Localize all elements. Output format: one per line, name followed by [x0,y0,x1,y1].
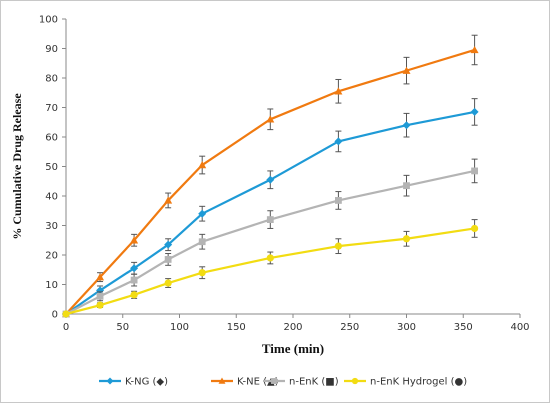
data-point [130,236,139,244]
data-point [403,182,410,190]
legend-item: K-NE (▲) [211,377,279,388]
legend-item: n-EnK Hydrogel (●) [344,377,467,388]
data-point [198,269,206,277]
data-point [164,196,173,204]
x-tick-label: 0 [63,322,69,333]
y-tick-label: 0 [52,310,58,321]
data-point [334,137,343,146]
data-point [266,115,275,123]
x-tick-labels: 0 50 100 150 200 250 300 350 400 [63,322,530,333]
legend: K-NG (◆) K-NE (▲) n-EnK (■) n-EnK Hydrogel … [99,377,467,388]
x-axis-title: Time (min) [262,341,324,356]
y-tick-label: 30 [45,221,58,232]
legend-marker [271,378,277,384]
legend-label: n-EnK Hydrogel (●) [370,377,467,388]
x-tick-label: 350 [454,322,473,333]
legend-label: K-NE (▲) [237,377,279,388]
series-layer [62,34,479,318]
data-point [402,121,411,130]
y-tick-label: 100 [39,15,58,26]
y-tick-label: 80 [45,74,58,85]
data-point [266,216,274,223]
x-tick-label: 400 [510,322,529,333]
series-4 [62,219,479,318]
data-point [335,197,342,204]
series-1 [62,98,479,318]
legend-marker [351,377,359,385]
x-tick-label: 150 [227,322,246,333]
x-tick-label: 100 [170,322,189,333]
data-point [471,167,478,175]
y-axis-title: % Cumulative Drug Release [10,93,24,240]
data-point [96,273,105,281]
y-tick-label: 90 [45,44,58,55]
series-3 [62,158,478,318]
legend-item: n-EnK (■) [263,377,339,388]
legend-item: K-NG (◆) [99,377,168,388]
y-tick-labels: 0 10 20 30 40 50 60 70 80 90 100 [39,15,58,321]
data-point [130,276,138,284]
data-point [198,161,207,169]
data-point [266,175,275,184]
data-point [402,66,411,74]
data-point [164,256,172,263]
data-point [96,292,104,300]
y-tick-label: 60 [45,133,58,144]
data-point [471,224,479,233]
data-point [96,286,105,295]
x-tick-label: 200 [283,322,302,333]
data-point [96,301,104,309]
x-tick-label: 250 [340,322,359,333]
legend-label: K-NG (◆) [125,377,168,388]
data-point [164,279,172,287]
y-tick-label: 50 [45,162,58,173]
series-line [65,169,475,315]
data-point [198,209,207,218]
data-point [470,45,479,54]
legend-marker [106,377,114,385]
data-point [470,107,479,116]
y-tick-label: 20 [45,251,58,262]
data-point [164,240,173,249]
legend-label: n-EnK (■) [289,377,339,388]
y-tick-label: 40 [45,192,58,203]
legend-marker [218,377,226,384]
data-point [130,264,139,273]
data-point [402,235,411,243]
y-tick-label: 10 [45,280,58,291]
data-point [334,242,342,250]
data-point [198,238,206,246]
data-point [266,254,274,262]
data-point [334,87,343,95]
x-tick-label: 300 [397,322,416,333]
x-tick-label: 50 [116,322,129,333]
series-line [65,227,475,316]
data-point [130,291,138,299]
y-tick-label: 70 [45,103,58,114]
data-point [62,310,70,318]
